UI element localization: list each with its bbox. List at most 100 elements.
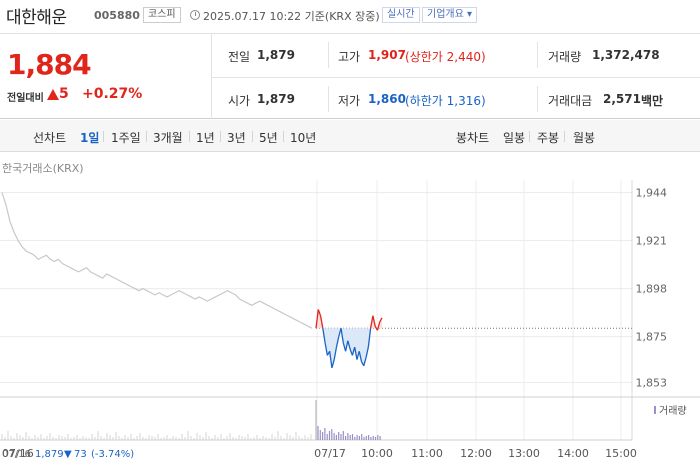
y-tick-label: 1,944 — [636, 187, 668, 200]
period-1d[interactable]: 1일 — [80, 131, 100, 145]
status-close: 1,879 — [35, 449, 64, 460]
high-value: 1,907 — [368, 48, 406, 62]
stock-code: 005880 — [94, 9, 140, 22]
today-line-segment — [358, 351, 363, 362]
trade-amount-value: 2,571 — [603, 92, 641, 106]
divider — [328, 86, 329, 112]
open-label: 시가 — [228, 94, 251, 108]
x-tick-label: 12:00 — [460, 447, 492, 460]
period-3y[interactable]: 3년 — [227, 131, 246, 145]
stock-name: 대한해운 — [6, 8, 67, 28]
divider — [212, 77, 700, 78]
divider — [211, 34, 212, 119]
x-tick-label: 13:00 — [508, 447, 540, 460]
status-change: 73 — [74, 449, 87, 460]
y-axis: 1,944 1,921 1,898 1,875 1,853 — [636, 187, 668, 390]
period-5y[interactable]: 5년 — [259, 131, 278, 145]
divider — [537, 42, 538, 68]
status-date: 07/16 — [2, 449, 31, 460]
today-line-segment — [363, 357, 367, 367]
x-tick-label: 07/16 — [2, 447, 34, 460]
status-change-pct: (-3.74%) — [91, 449, 134, 460]
change-label: 전일대비 — [7, 93, 44, 104]
today-line-segment — [333, 346, 338, 360]
status-down-icon: ▼ — [64, 449, 72, 460]
up-arrow-icon — [47, 89, 59, 100]
today-line-segment — [342, 342, 347, 352]
today-line-segment — [367, 328, 372, 348]
volume-bars — [1, 426, 381, 440]
price-chart[interactable]: 한국거래소(KRX) 1,944 1,921 1,898 1,875 1,853 07/… — [0, 153, 700, 465]
divider — [103, 131, 104, 142]
current-price: 1,884 — [7, 48, 92, 81]
candle-monthly[interactable]: 월봉 — [573, 131, 596, 145]
chart-caption: 한국거래소(KRX) — [2, 162, 84, 175]
today-line-segment — [354, 346, 358, 360]
x-tick-label: 14:00 — [557, 447, 589, 460]
volume-legend-swatch — [654, 406, 656, 414]
divider — [283, 131, 284, 142]
candle-weekly[interactable]: 주봉 — [537, 131, 560, 145]
divider — [220, 131, 221, 142]
period-10y[interactable]: 10년 — [290, 131, 317, 145]
trade-amount-unit: 백만 — [641, 94, 664, 108]
divider — [564, 131, 565, 142]
period-1w[interactable]: 1주일 — [111, 131, 141, 145]
today-line-segment — [347, 340, 351, 350]
today-line-segment — [322, 328, 326, 343]
today-line-segment — [365, 346, 369, 358]
today-line-segment — [329, 351, 333, 369]
chart-grid — [0, 180, 700, 441]
candle-chart-label: 봉차트 — [456, 131, 490, 145]
y-tick-label: 1,853 — [636, 377, 668, 390]
low-value: 1,860 — [368, 92, 406, 106]
low-label: 저가 — [338, 94, 361, 108]
today-line-segment — [369, 315, 374, 329]
volume-label: 거래량 — [548, 50, 582, 64]
today-line-segment — [317, 309, 322, 316]
timestamp: 2025.07.17 10:22 기준(KRX 장중) — [203, 10, 380, 23]
today-line-segment — [372, 315, 376, 327]
prev-close-value: 1,879 — [257, 48, 295, 62]
realtime-button[interactable]: 실시간 — [382, 7, 420, 23]
today-line-segment — [356, 351, 360, 360]
volume-legend-label: 거래량 — [659, 405, 687, 417]
divider — [252, 131, 253, 142]
divider — [529, 131, 530, 142]
upper-limit: (상한가 2,440) — [405, 50, 486, 64]
x-tick-label: 15:00 — [605, 447, 637, 460]
x-tick-label: 10:00 — [361, 447, 393, 460]
y-tick-label: 1,921 — [636, 235, 668, 248]
line-chart-label: 선차트 — [33, 131, 67, 145]
today-line-segment — [340, 328, 344, 343]
period-selector — [0, 120, 700, 152]
clock-icon — [190, 10, 200, 20]
period-1y[interactable]: 1년 — [196, 131, 215, 145]
today-line-segment — [331, 359, 335, 369]
x-tick-label: 07/17 — [314, 447, 346, 460]
divider — [537, 86, 538, 112]
prev-day-line — [1, 192, 313, 329]
divider — [189, 131, 190, 142]
today-line-segment — [379, 317, 383, 323]
high-label: 고가 — [338, 50, 361, 64]
trade-amount-label: 거래대금 — [548, 94, 593, 108]
x-tick-label: 11:00 — [411, 447, 443, 460]
volume-value: 1,372,478 — [592, 48, 660, 62]
price-summary — [0, 33, 700, 119]
change-percent: +0.27% — [82, 86, 143, 102]
period-3m[interactable]: 3개월 — [153, 131, 183, 145]
change-amount: 5 — [59, 86, 69, 102]
y-tick-label: 1,898 — [636, 283, 668, 296]
prev-close-label: 전일 — [228, 50, 251, 64]
lower-limit: (하한가 1,316) — [405, 94, 486, 108]
today-line-segment — [376, 321, 381, 331]
today-line-segment — [335, 336, 340, 348]
today-line-segment — [319, 315, 324, 329]
x-axis: 07/16 07/17 10:00 11:00 12:00 13:00 14:00 15:00 — [2, 447, 637, 460]
company-overview-button[interactable]: 기업개요 ▾ — [422, 7, 477, 23]
market-badge: 코스피 — [143, 7, 181, 23]
candle-daily[interactable]: 일봉 — [503, 131, 526, 145]
divider — [328, 42, 329, 68]
today-line-segment — [315, 309, 319, 329]
